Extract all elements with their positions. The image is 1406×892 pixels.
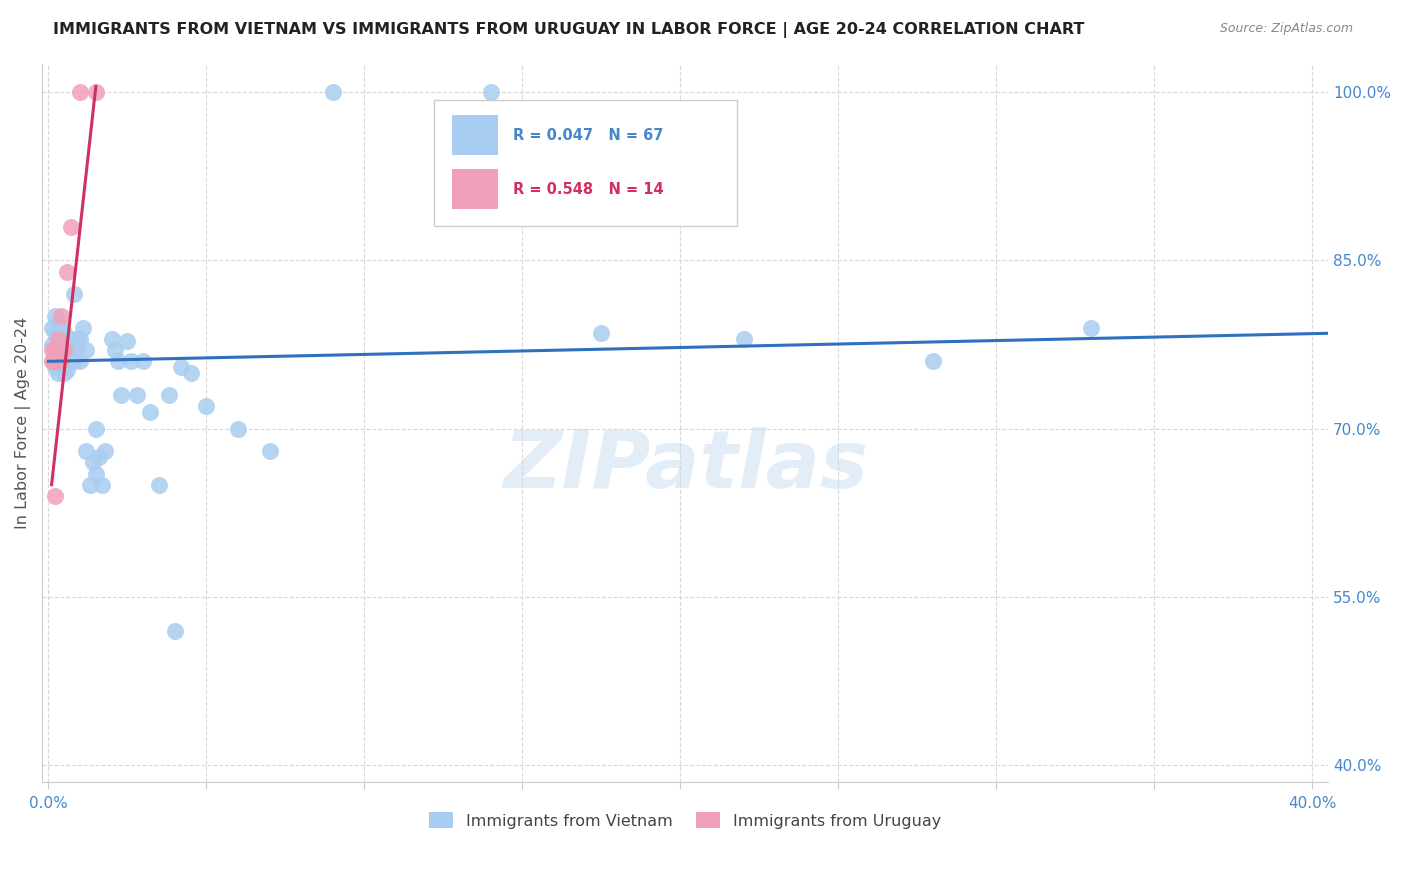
Point — [56, 363, 79, 377]
Point — [46, 343, 69, 358]
Point — [84, 422, 107, 436]
Point — [125, 388, 148, 402]
Point — [53, 343, 76, 358]
Point — [44, 489, 66, 503]
Point — [44, 343, 66, 358]
Point — [75, 343, 97, 358]
Point — [56, 332, 79, 346]
Point — [1080, 320, 1102, 334]
Point — [53, 354, 76, 368]
Point — [170, 359, 193, 374]
Point — [59, 332, 82, 346]
Legend: Immigrants from Vietnam, Immigrants from Uruguay: Immigrants from Vietnam, Immigrants from… — [423, 805, 948, 835]
Point — [46, 354, 69, 368]
Point — [49, 354, 72, 368]
Point — [72, 320, 94, 334]
Point — [53, 366, 76, 380]
Point — [44, 326, 66, 341]
Point — [69, 354, 91, 368]
Point — [49, 345, 72, 359]
Point — [46, 332, 69, 346]
Point — [322, 85, 344, 99]
Point — [53, 345, 76, 359]
Point — [66, 332, 89, 346]
Point — [62, 354, 84, 368]
Point — [87, 450, 110, 464]
Point — [195, 399, 218, 413]
Point — [591, 326, 613, 341]
Point — [62, 287, 84, 301]
Point — [46, 354, 69, 368]
Point — [66, 343, 89, 358]
Point — [138, 405, 160, 419]
Text: IMMIGRANTS FROM VIETNAM VS IMMIGRANTS FROM URUGUAY IN LABOR FORCE | AGE 20-24 CO: IMMIGRANTS FROM VIETNAM VS IMMIGRANTS FR… — [53, 22, 1085, 38]
Point — [59, 219, 82, 234]
Point — [53, 334, 76, 348]
Point — [46, 343, 69, 358]
Point — [100, 332, 122, 346]
Y-axis label: In Labor Force | Age 20-24: In Labor Force | Age 20-24 — [15, 317, 31, 529]
Point — [110, 388, 132, 402]
Point — [41, 337, 63, 351]
Text: ZIPatlas: ZIPatlas — [502, 427, 868, 505]
Point — [49, 334, 72, 348]
Point — [41, 320, 63, 334]
Point — [41, 354, 63, 368]
Point — [180, 366, 202, 380]
Point — [46, 366, 69, 380]
Point — [117, 334, 139, 348]
Point — [69, 85, 91, 99]
Point — [46, 332, 69, 346]
Point — [79, 477, 101, 491]
Point — [56, 352, 79, 367]
Point — [157, 388, 180, 402]
Point — [132, 354, 155, 368]
Point — [104, 343, 127, 358]
Point — [53, 326, 76, 341]
Point — [84, 467, 107, 481]
Point — [84, 85, 107, 99]
Point — [44, 359, 66, 374]
Point — [91, 477, 114, 491]
Point — [922, 354, 945, 368]
Point — [94, 444, 117, 458]
Point — [59, 354, 82, 368]
Point — [259, 444, 281, 458]
Point — [44, 343, 66, 358]
Point — [107, 354, 129, 368]
Point — [733, 332, 755, 346]
Point — [148, 477, 170, 491]
Point — [82, 455, 104, 469]
Point — [49, 310, 72, 324]
Point — [69, 332, 91, 346]
Point — [120, 354, 142, 368]
Point — [49, 320, 72, 334]
Point — [49, 359, 72, 374]
Point — [46, 315, 69, 329]
Point — [226, 422, 249, 436]
Point — [75, 444, 97, 458]
Text: Source: ZipAtlas.com: Source: ZipAtlas.com — [1219, 22, 1353, 36]
Point — [56, 264, 79, 278]
Point — [479, 85, 502, 99]
Point — [41, 354, 63, 368]
Point — [44, 354, 66, 368]
Point — [163, 624, 186, 638]
Point — [44, 310, 66, 324]
Point — [41, 343, 63, 358]
Point — [59, 343, 82, 358]
Point — [56, 341, 79, 355]
